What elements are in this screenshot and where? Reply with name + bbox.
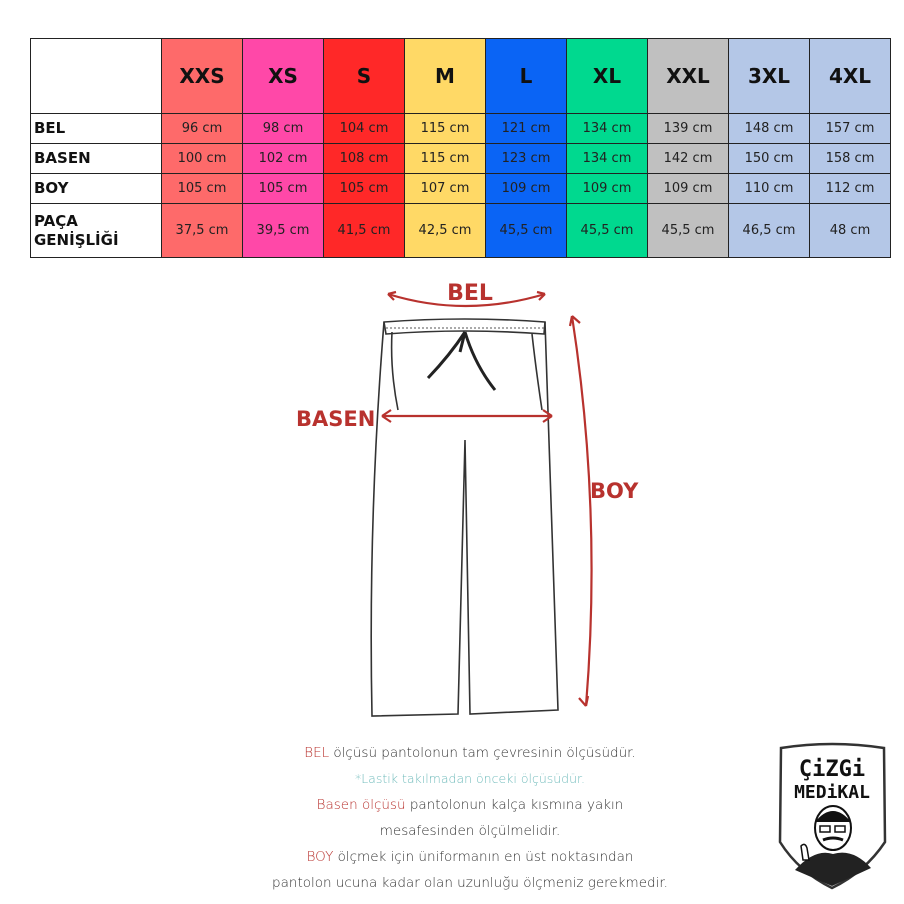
row-boy: BOY 105 cm 105 cm 105 cm 107 cm 109 cm 109 cm 1… xyxy=(30,173,891,204)
size-header-m: M xyxy=(404,38,486,114)
note-highlight: BOY xyxy=(306,849,334,865)
measurement-cell: 110 cm xyxy=(728,173,810,204)
row-paca: PAÇA GENİŞLİĞİ 37,5 cm 39,5 cm 41,5 cm 42,5 c… xyxy=(30,203,891,258)
size-header-xl: XL xyxy=(566,38,648,114)
row-label-line: GENİŞLİĞİ xyxy=(34,230,119,249)
measurement-cell: 45,5 cm xyxy=(566,203,648,258)
row-basen: BASEN 100 cm 102 cm 108 cm 115 cm 123 cm 134 c… xyxy=(30,143,891,174)
cizgi-medikal-logo: ÇiZGi MEDiKAL xyxy=(778,742,887,890)
drawstring xyxy=(426,331,497,391)
pants-measurement-diagram: BEL BASEN BOY xyxy=(296,281,639,717)
size-header-s: S xyxy=(323,38,405,114)
measurement-cell: 150 cm xyxy=(728,143,810,174)
measurement-cell: 104 cm xyxy=(323,113,405,144)
note-highlight: Basen ölçüsü xyxy=(316,797,406,813)
measurement-cell: 109 cm xyxy=(485,173,567,204)
measurement-cell: 109 cm xyxy=(647,173,729,204)
size-chart-table: XXS XS S M L XL XXL 3XL 4XL BEL 96 cm 98 cm 104 cm 1… xyxy=(30,38,891,258)
note-highlight: BEL xyxy=(304,745,330,761)
measurement-cell: 123 cm xyxy=(485,143,567,174)
measurement-cell: 107 cm xyxy=(404,173,486,204)
note-line: BOY ölçmek için üniformanın en üst nokta… xyxy=(210,844,730,870)
basen-label: BASEN xyxy=(296,407,375,431)
measurement-notes: BEL ölçüsü pantolonun tam çevresinin ölç… xyxy=(210,740,730,896)
measurement-cell: 134 cm xyxy=(566,113,648,144)
measurement-cell: 121 cm xyxy=(485,113,567,144)
row-label: BEL xyxy=(30,113,162,144)
note-text: pantolonun kalça kısmına yakın xyxy=(405,797,624,813)
measurement-cell: 39,5 cm xyxy=(242,203,324,258)
logo-text: ÇiZGi xyxy=(799,757,865,782)
measurement-cell: 96 cm xyxy=(161,113,243,144)
measure-arrows xyxy=(381,290,593,707)
size-header-l: L xyxy=(485,38,567,114)
measurement-cell: 41,5 cm xyxy=(323,203,405,258)
measurement-cell: 148 cm xyxy=(728,113,810,144)
measurement-cell: 109 cm xyxy=(566,173,648,204)
row-label-line: PAÇA xyxy=(34,211,78,230)
measurement-cell: 98 cm xyxy=(242,113,324,144)
measurement-cell: 134 cm xyxy=(566,143,648,174)
corner-cell xyxy=(30,38,162,114)
note-line: mesafesinden ölçülmelidir. xyxy=(379,823,561,839)
note-text: ölçüsü pantolonun tam çevresinin ölçüsüd… xyxy=(329,745,636,761)
measurement-cell: 112 cm xyxy=(809,173,891,204)
measurement-cell: 115 cm xyxy=(404,143,486,174)
row-bel: BEL 96 cm 98 cm 104 cm 115 cm 121 cm 134 cm 139… xyxy=(30,113,891,144)
measurement-cell: 115 cm xyxy=(404,113,486,144)
header-row: XXS XS S M L XL XXL 3XL 4XL xyxy=(30,38,891,114)
note-text: ölçmek için üniformanın en üst noktasınd… xyxy=(333,849,634,865)
boy-label: BOY xyxy=(590,479,639,503)
measurement-cell: 158 cm xyxy=(809,143,891,174)
measurement-cell: 42,5 cm xyxy=(404,203,486,258)
logo-text: MEDiKAL xyxy=(794,782,870,803)
row-label: BASEN xyxy=(30,143,162,174)
measurement-cell: 105 cm xyxy=(242,173,324,204)
bel-label: BEL xyxy=(447,281,493,306)
row-label: BOY xyxy=(30,173,162,204)
size-header-xxl: XXL xyxy=(647,38,729,114)
note-line: pantolon ucuna kadar olan uzunluğu ölçme… xyxy=(272,875,668,891)
measurement-cell: 139 cm xyxy=(647,113,729,144)
measurement-cell: 105 cm xyxy=(323,173,405,204)
measurement-cell: 142 cm xyxy=(647,143,729,174)
measurement-cell: 48 cm xyxy=(809,203,891,258)
pants-outline xyxy=(370,318,559,717)
size-header-3xl: 3XL xyxy=(728,38,810,114)
measurement-cell: 102 cm xyxy=(242,143,324,174)
measurement-cell: 46,5 cm xyxy=(728,203,810,258)
measurement-cell: 45,5 cm xyxy=(647,203,729,258)
measurement-cell: 105 cm xyxy=(161,173,243,204)
size-header-xs: XS xyxy=(242,38,324,114)
note-line: *Lastik takılmadan önceki ölçüsüdür. xyxy=(354,771,586,786)
measurement-cell: 37,5 cm xyxy=(161,203,243,258)
measurement-cell: 100 cm xyxy=(161,143,243,174)
size-header-4xl: 4XL xyxy=(809,38,891,114)
measurement-cell: 108 cm xyxy=(323,143,405,174)
note-line: Basen ölçüsü pantolonun kalça kısmına ya… xyxy=(210,792,730,818)
mascot-icon xyxy=(795,805,871,886)
measurement-cell: 45,5 cm xyxy=(485,203,567,258)
note-line: BEL ölçüsü pantolonun tam çevresinin ölç… xyxy=(210,740,730,766)
row-label: PAÇA GENİŞLİĞİ xyxy=(30,203,162,258)
measurement-cell: 157 cm xyxy=(809,113,891,144)
size-header-xxs: XXS xyxy=(161,38,243,114)
